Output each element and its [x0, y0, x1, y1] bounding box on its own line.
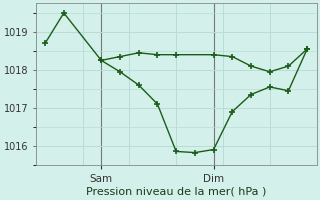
- X-axis label: Pression niveau de la mer( hPa ): Pression niveau de la mer( hPa ): [86, 187, 266, 197]
